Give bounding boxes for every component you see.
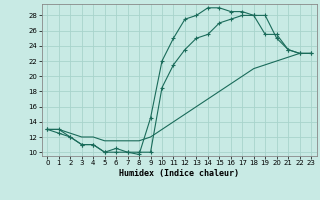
X-axis label: Humidex (Indice chaleur): Humidex (Indice chaleur) (119, 169, 239, 178)
